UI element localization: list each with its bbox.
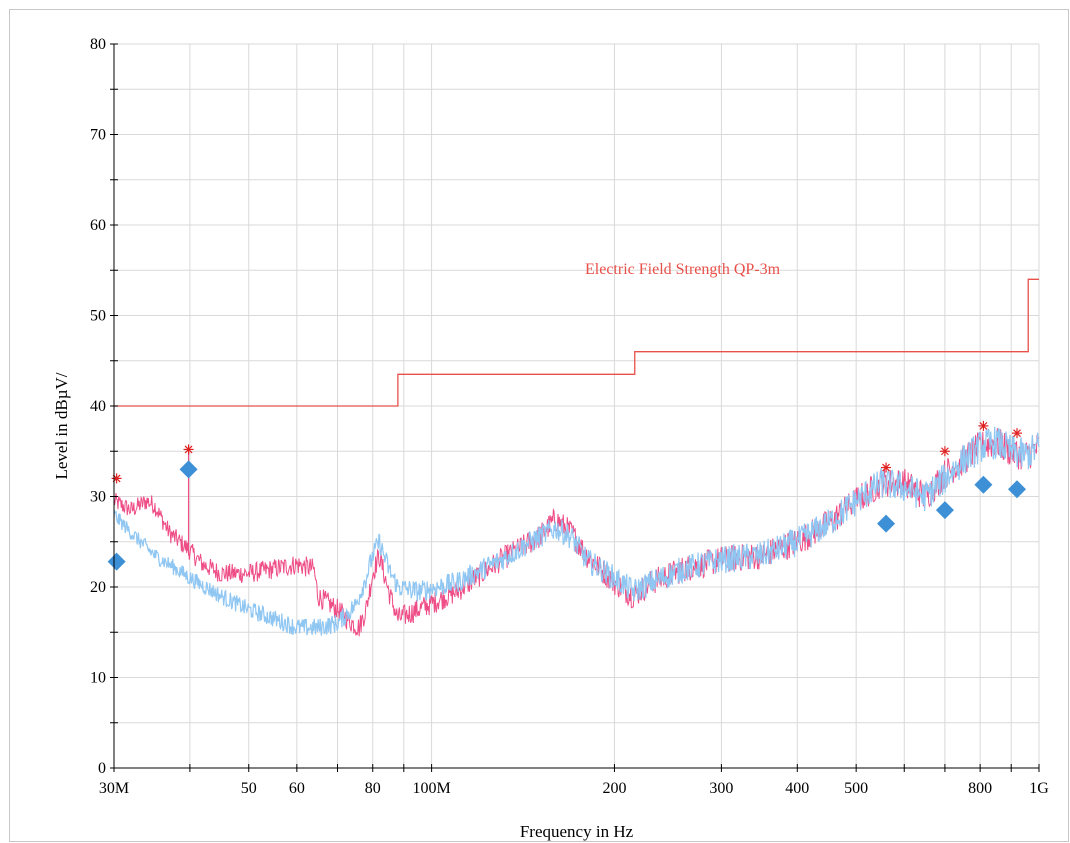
qp-marker [179,460,198,479]
y-tick-label: 60 [90,217,106,234]
peak-marker [183,444,194,455]
qp-marker [974,475,993,494]
markers [107,420,1027,571]
x-tick-label: 100M [412,780,450,797]
traces [113,426,1040,637]
x-tick-label: 80 [365,780,381,797]
qp-marker [877,514,896,533]
limit-line-group [114,278,1039,407]
x-tick-label: 800 [968,780,992,797]
y-tick-label: 30 [90,489,106,506]
chart-frame [9,9,1069,842]
peak-marker [1012,428,1023,439]
x-tick-label: 50 [241,780,257,797]
peak-marker [939,446,950,457]
y-tick-label: 80 [90,36,106,53]
x-tick-label: 200 [602,780,626,797]
x-axis-title: Frequency in Hz [520,822,634,841]
limit-line [114,278,1039,407]
axes: 0 10 20 30 40 50 60 70 80 30M 50 60 80 100M 200 300 400 5… [90,36,1049,797]
y-tick-label: 10 [90,670,106,687]
x-tick-label: 500 [844,780,868,797]
y-tick-label: 50 [90,308,106,325]
y-axis-title: Level in dBµV/ [52,372,71,479]
qp-marker [107,552,126,571]
qp-marker [1008,480,1027,499]
blue-trace [113,426,1040,636]
x-tick-label: 60 [289,780,305,797]
qp-marker [935,501,954,520]
x-tick-label: 1G [1029,780,1049,797]
y-tick-label: 70 [90,127,106,144]
x-tick-label: 30M [99,780,129,797]
y-tick-label: 20 [90,579,106,596]
x-tick-label: 400 [785,780,809,797]
pink-trace [113,428,1040,637]
limit-label: Electric Field Strength QP-3m [585,261,781,278]
y-tick-label: 40 [90,398,106,415]
peak-marker [881,462,892,473]
y-tick-label: 0 [98,760,106,777]
x-tick-label: 300 [709,780,733,797]
peak-marker [111,473,122,484]
peak-marker [978,420,989,431]
